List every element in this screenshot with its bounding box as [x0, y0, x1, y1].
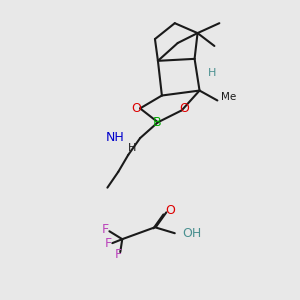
Text: H: H: [208, 68, 216, 78]
Text: F: F: [105, 237, 112, 250]
Text: F: F: [115, 248, 122, 260]
Text: H: H: [128, 143, 136, 153]
Text: O: O: [131, 102, 141, 115]
Text: B: B: [153, 116, 161, 129]
Text: Me: Me: [221, 92, 237, 103]
Text: F: F: [102, 223, 109, 236]
Text: O: O: [165, 204, 175, 217]
Text: OH: OH: [183, 227, 202, 240]
Text: O: O: [180, 102, 190, 115]
Text: NH: NH: [106, 130, 124, 144]
